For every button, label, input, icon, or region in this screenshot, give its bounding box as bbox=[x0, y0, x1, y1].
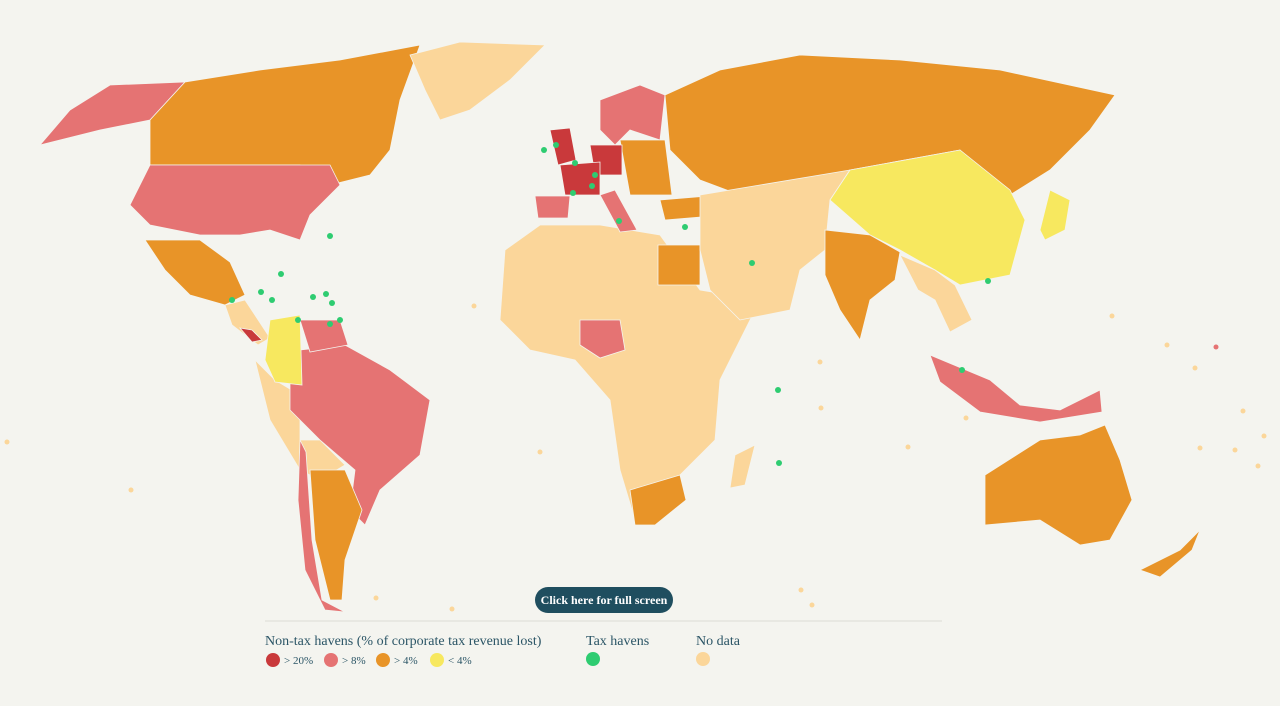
territory bbox=[229, 297, 235, 303]
argentina bbox=[309, 469, 363, 601]
territory bbox=[1192, 365, 1198, 371]
uk bbox=[549, 127, 577, 166]
nigeria bbox=[579, 319, 626, 359]
china bbox=[829, 149, 1026, 286]
button-label[interactable]: Click here for full screen bbox=[541, 593, 668, 607]
territory bbox=[985, 278, 991, 284]
legend-swatch bbox=[430, 653, 444, 667]
usa bbox=[129, 164, 341, 241]
territory bbox=[449, 606, 455, 612]
south-africa bbox=[629, 474, 687, 526]
territory bbox=[1213, 344, 1219, 350]
southeast-asia bbox=[899, 254, 973, 333]
egypt bbox=[657, 244, 701, 286]
scandinavia bbox=[599, 84, 666, 146]
territory bbox=[337, 317, 343, 323]
territory bbox=[809, 602, 815, 608]
full-screen-button[interactable]: Click here for full screen bbox=[535, 587, 673, 613]
italy bbox=[599, 189, 638, 233]
territory bbox=[1255, 463, 1261, 469]
territory bbox=[1197, 445, 1203, 451]
territory bbox=[537, 449, 543, 455]
territory bbox=[589, 183, 595, 189]
france bbox=[559, 161, 601, 196]
legend-swatch bbox=[324, 653, 338, 667]
territory bbox=[258, 289, 264, 295]
legend-title: Tax havens bbox=[586, 634, 649, 649]
territory bbox=[327, 233, 333, 239]
legend-swatch bbox=[376, 653, 390, 667]
territory bbox=[1240, 408, 1246, 414]
eastern-europe bbox=[619, 139, 673, 196]
legend-label: > 8% bbox=[342, 655, 366, 667]
territory bbox=[310, 294, 316, 300]
territory bbox=[905, 444, 911, 450]
mexico bbox=[144, 239, 246, 306]
australia bbox=[984, 424, 1133, 546]
territory bbox=[1261, 433, 1267, 439]
venezuela bbox=[299, 319, 349, 353]
legend-swatch bbox=[586, 652, 600, 666]
legend-label: > 20% bbox=[284, 655, 313, 667]
madagascar bbox=[729, 444, 756, 489]
territory bbox=[278, 271, 284, 277]
legend-label: < 4% bbox=[448, 655, 472, 667]
canada bbox=[149, 44, 421, 186]
legend-title: No data bbox=[696, 634, 741, 649]
spain bbox=[534, 195, 571, 219]
small-islands bbox=[4, 303, 1267, 612]
new-zealand bbox=[1138, 529, 1201, 578]
territory bbox=[818, 405, 824, 411]
legend: Non-tax havens (% of corporate tax reven… bbox=[265, 634, 741, 667]
territory bbox=[572, 160, 578, 166]
territory bbox=[616, 218, 622, 224]
legend-items: > 20% > 8% > 4% < 4% bbox=[266, 653, 472, 667]
territory bbox=[541, 147, 547, 153]
territory bbox=[373, 595, 379, 601]
territory bbox=[1232, 447, 1238, 453]
india bbox=[824, 229, 901, 341]
territory bbox=[471, 303, 477, 309]
territory bbox=[963, 415, 969, 421]
territory bbox=[1109, 313, 1115, 319]
legend-swatch bbox=[696, 652, 710, 666]
legend-title: Non-tax havens (% of corporate tax reven… bbox=[265, 634, 542, 649]
world-map bbox=[4, 41, 1267, 613]
territory bbox=[329, 300, 335, 306]
territory bbox=[798, 587, 804, 593]
territory bbox=[592, 172, 598, 178]
territory bbox=[749, 260, 755, 266]
territory bbox=[4, 439, 10, 445]
indonesia bbox=[929, 354, 1103, 423]
territory bbox=[682, 224, 688, 230]
territory bbox=[817, 359, 823, 365]
costa-rica bbox=[238, 327, 263, 343]
territory bbox=[323, 291, 329, 297]
territory bbox=[327, 321, 333, 327]
territory bbox=[1164, 342, 1170, 348]
japan bbox=[1039, 189, 1071, 241]
territory bbox=[776, 460, 782, 466]
territory bbox=[269, 297, 275, 303]
brazil bbox=[289, 344, 431, 526]
tax-haven-dots bbox=[229, 142, 991, 466]
territory bbox=[295, 317, 301, 323]
territory bbox=[553, 142, 559, 148]
button-background[interactable] bbox=[535, 587, 673, 613]
territory bbox=[570, 190, 576, 196]
territory bbox=[959, 367, 965, 373]
territory bbox=[128, 487, 134, 493]
legend-swatch bbox=[266, 653, 280, 667]
greenland bbox=[409, 41, 546, 121]
central-america bbox=[224, 299, 271, 346]
africa bbox=[499, 224, 761, 521]
russia bbox=[664, 54, 1116, 196]
colombia bbox=[264, 314, 303, 386]
territory bbox=[775, 387, 781, 393]
legend-label: > 4% bbox=[394, 655, 418, 667]
chile bbox=[297, 439, 346, 613]
